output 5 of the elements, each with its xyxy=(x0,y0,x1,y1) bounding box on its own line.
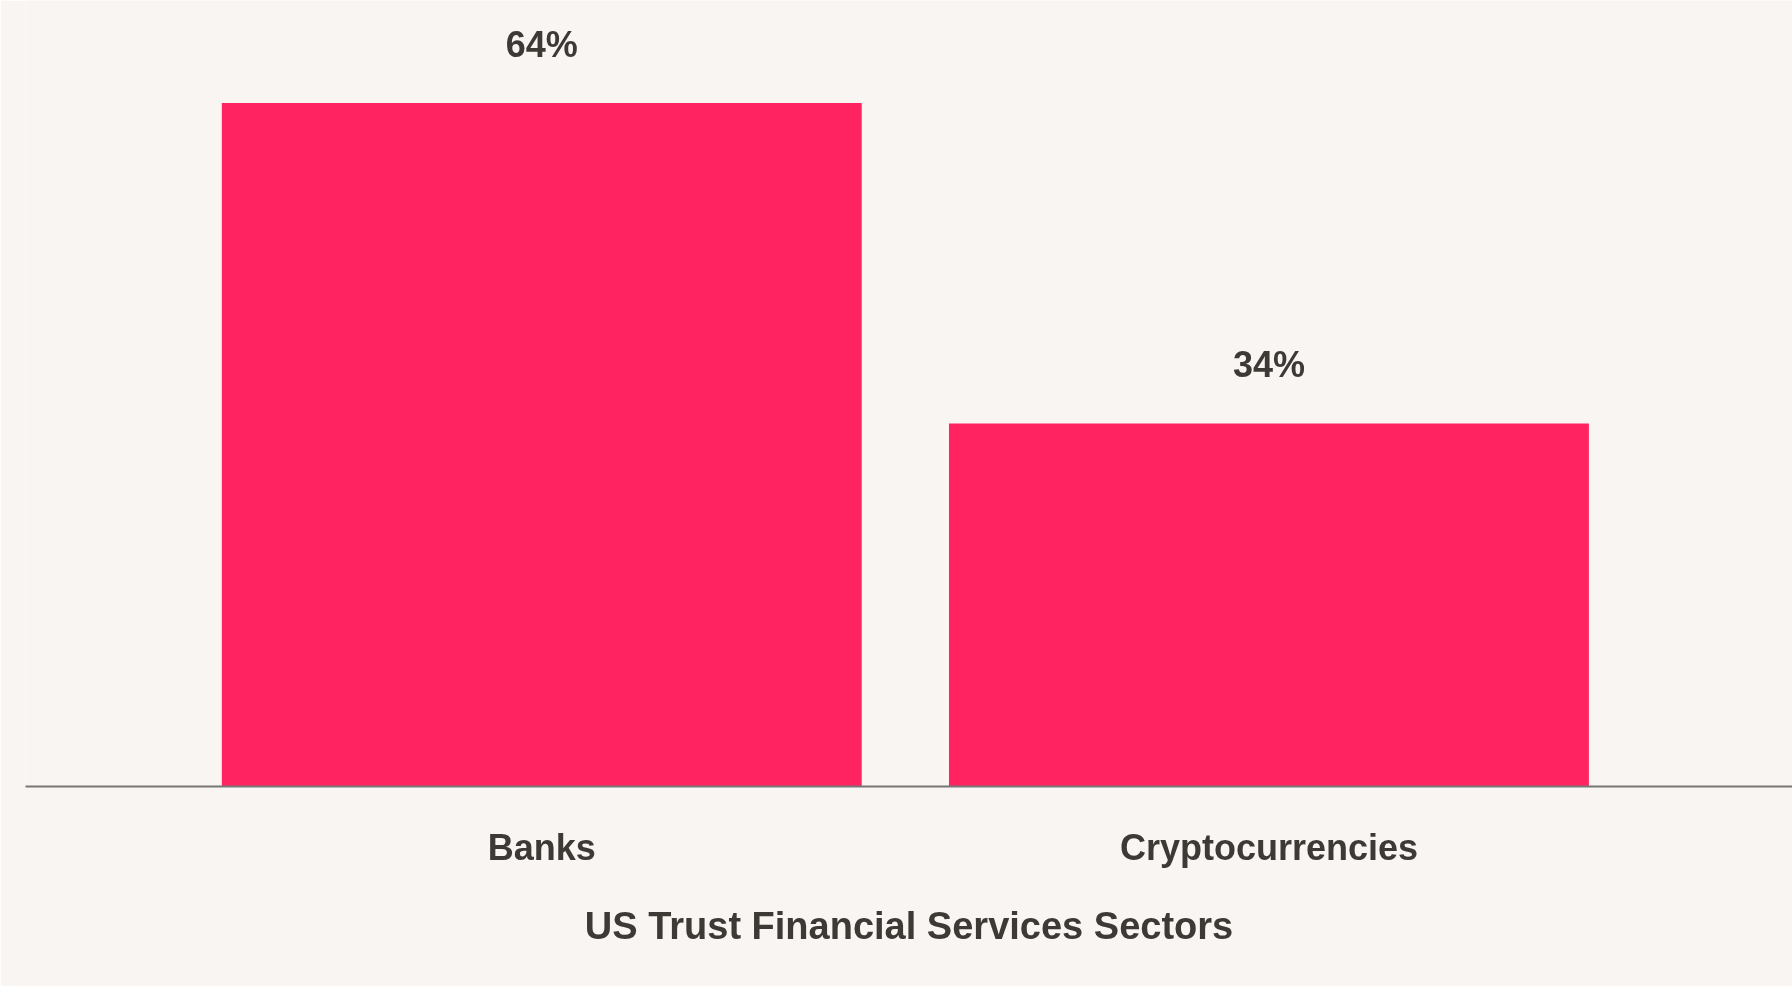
x-axis-title: US Trust Financial Services Sectors xyxy=(584,904,1234,947)
data-label: 64% xyxy=(505,24,578,66)
x-tick-label: Cryptocurrencies xyxy=(1119,826,1418,868)
x-tick-label: Banks xyxy=(487,826,596,868)
data-label: 34% xyxy=(1232,344,1305,386)
